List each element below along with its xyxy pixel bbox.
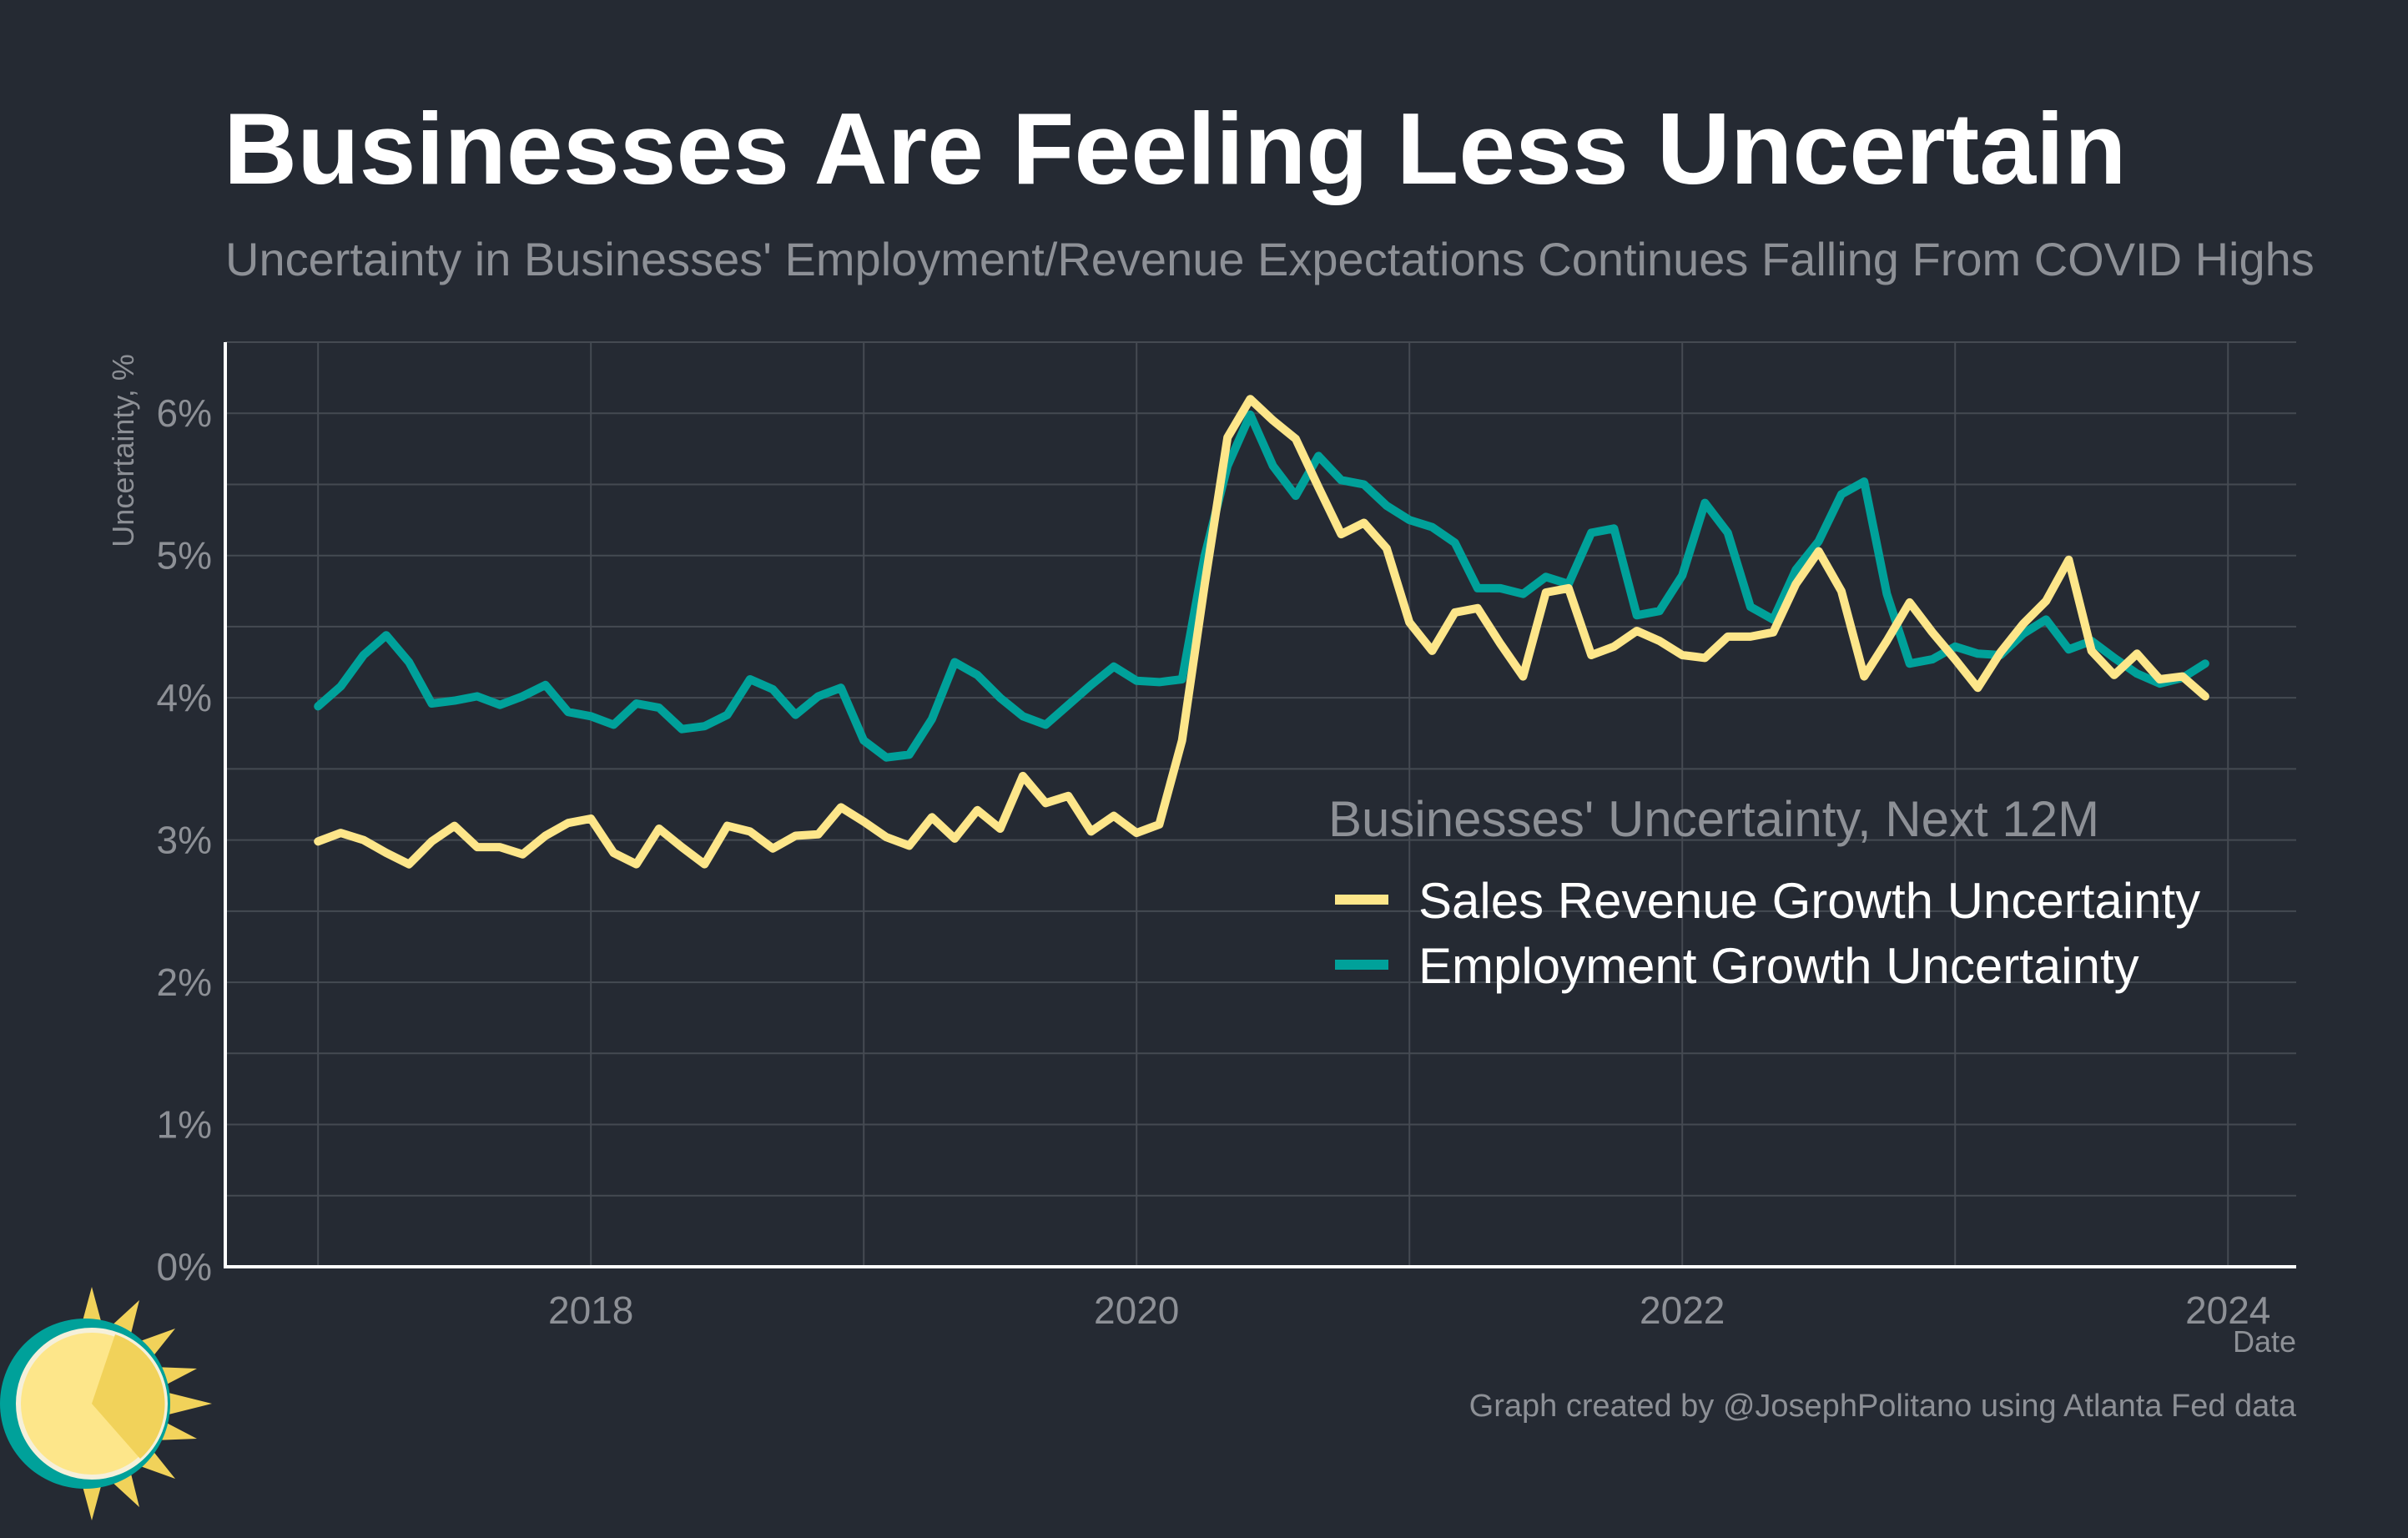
- axes: [224, 342, 2296, 1268]
- x-axis-label: Date: [2233, 1324, 2296, 1359]
- legend: Businesses' Uncertainty, Next 12M Sales …: [1328, 791, 2200, 994]
- chart-title: Businesses Are Feeling Less Uncertain: [224, 92, 2127, 205]
- y-tick-label: 1%: [157, 1103, 212, 1147]
- tick-labels: 0% 1% 2% 3% 4% 5% 6% 2018 2020 2022 2024: [157, 391, 2271, 1332]
- y-tick-label: 5%: [157, 534, 212, 577]
- series-line-sales-revenue: [314, 395, 2209, 869]
- y-tick-label: 6%: [157, 391, 212, 435]
- x-tick-label: 2020: [1094, 1288, 1179, 1332]
- series-line-employment: [314, 410, 2209, 762]
- legend-label-employment: Employment Growth Uncertainty: [1418, 938, 2139, 994]
- y-tick-label: 3%: [157, 819, 212, 862]
- caption: Graph created by @JosephPolitano using A…: [1468, 1389, 2296, 1424]
- y-tick-label: 0%: [157, 1245, 212, 1288]
- series-lines: [314, 395, 2209, 869]
- legend-label-sales: Sales Revenue Growth Uncertainty: [1418, 873, 2200, 929]
- x-tick-label: 2024: [2185, 1288, 2270, 1332]
- y-tick-label: 4%: [157, 676, 212, 719]
- legend-title: Businesses' Uncertainty, Next 12M: [1328, 791, 2099, 847]
- x-tick-label: 2022: [1640, 1288, 1725, 1332]
- y-axis-label: Uncertainty, %: [106, 354, 140, 547]
- y-tick-label: 2%: [157, 961, 212, 1004]
- chart-subtitle: Uncertainty in Businesses' Employment/Re…: [225, 233, 2315, 285]
- x-tick-label: 2018: [548, 1288, 633, 1332]
- sun-icon: [0, 1287, 212, 1520]
